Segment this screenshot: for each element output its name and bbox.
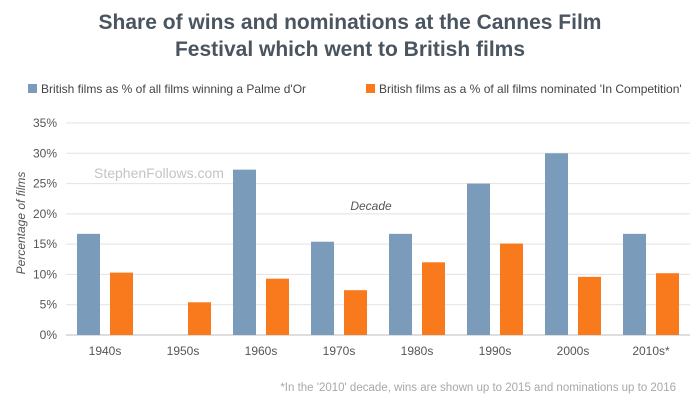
x-tick-label: 1990s bbox=[479, 344, 512, 358]
gridlines bbox=[66, 122, 690, 336]
x-axis-ticks: 1940s 1950s 1960s 1970s 1980s 1990s 2000s 2010s… bbox=[89, 344, 670, 358]
bar-nominations-1960s bbox=[266, 278, 289, 335]
y-tick-label: 30% bbox=[33, 146, 57, 160]
bar-nominations-1950s bbox=[188, 302, 211, 335]
x-tick-label: 1970s bbox=[323, 344, 356, 358]
x-tick-label: 2000s bbox=[557, 344, 590, 358]
x-tick-label: 1940s bbox=[89, 344, 122, 358]
legend-label-nominations: British films as a % of all films nomina… bbox=[379, 82, 682, 96]
bar-nominations-1940s bbox=[110, 272, 133, 335]
footnote: *In the '2010' decade, wins are shown up… bbox=[280, 382, 676, 394]
y-axis-label: Percentage of films bbox=[14, 172, 28, 275]
chart-title-line-1: Share of wins and nominations at the Can… bbox=[99, 11, 602, 34]
y-tick-label: 25% bbox=[33, 177, 57, 191]
chart-title-line-2: Festival which went to British films bbox=[175, 38, 525, 61]
bar-wins-1940s bbox=[77, 233, 100, 335]
legend-swatch-wins bbox=[28, 84, 37, 93]
bar-nominations-2010s* bbox=[656, 273, 679, 335]
x-tick-label: 1950s bbox=[167, 344, 200, 358]
bar-wins-1980s bbox=[389, 233, 412, 335]
x-tick-label: 1980s bbox=[401, 344, 434, 358]
bar-wins-1960s bbox=[233, 169, 256, 335]
bar-wins-2010s* bbox=[623, 233, 646, 335]
bar-wins-2000s bbox=[545, 153, 568, 335]
legend: British films as % of all films winning … bbox=[28, 82, 682, 96]
bar-nominations-2000s bbox=[578, 276, 601, 335]
y-axis-ticks: 0% 5% 10% 15% 20% 25% 30% 35% bbox=[33, 116, 57, 342]
y-tick-label: 5% bbox=[40, 298, 58, 312]
bars bbox=[77, 153, 679, 335]
y-tick-label: 20% bbox=[33, 207, 57, 221]
watermark: StephenFollows.com bbox=[94, 165, 224, 181]
bar-wins-1990s bbox=[467, 183, 490, 335]
bar-nominations-1990s bbox=[500, 243, 523, 335]
y-tick-label: 15% bbox=[33, 237, 57, 251]
y-tick-label: 35% bbox=[33, 116, 57, 130]
bar-nominations-1980s bbox=[422, 262, 445, 335]
y-tick-label: 0% bbox=[40, 328, 58, 342]
legend-swatch-nominations bbox=[366, 84, 375, 93]
x-tick-label: 2010s* bbox=[632, 344, 670, 358]
x-axis-label: Decade bbox=[350, 199, 392, 213]
chart-title: Share of wins and nominations at the Can… bbox=[99, 11, 602, 61]
bar-wins-1970s bbox=[311, 241, 334, 335]
x-tick-label: 1960s bbox=[245, 344, 278, 358]
y-tick-label: 10% bbox=[33, 267, 57, 281]
legend-label-wins: British films as % of all films winning … bbox=[41, 82, 306, 96]
bar-nominations-1970s bbox=[344, 290, 367, 335]
